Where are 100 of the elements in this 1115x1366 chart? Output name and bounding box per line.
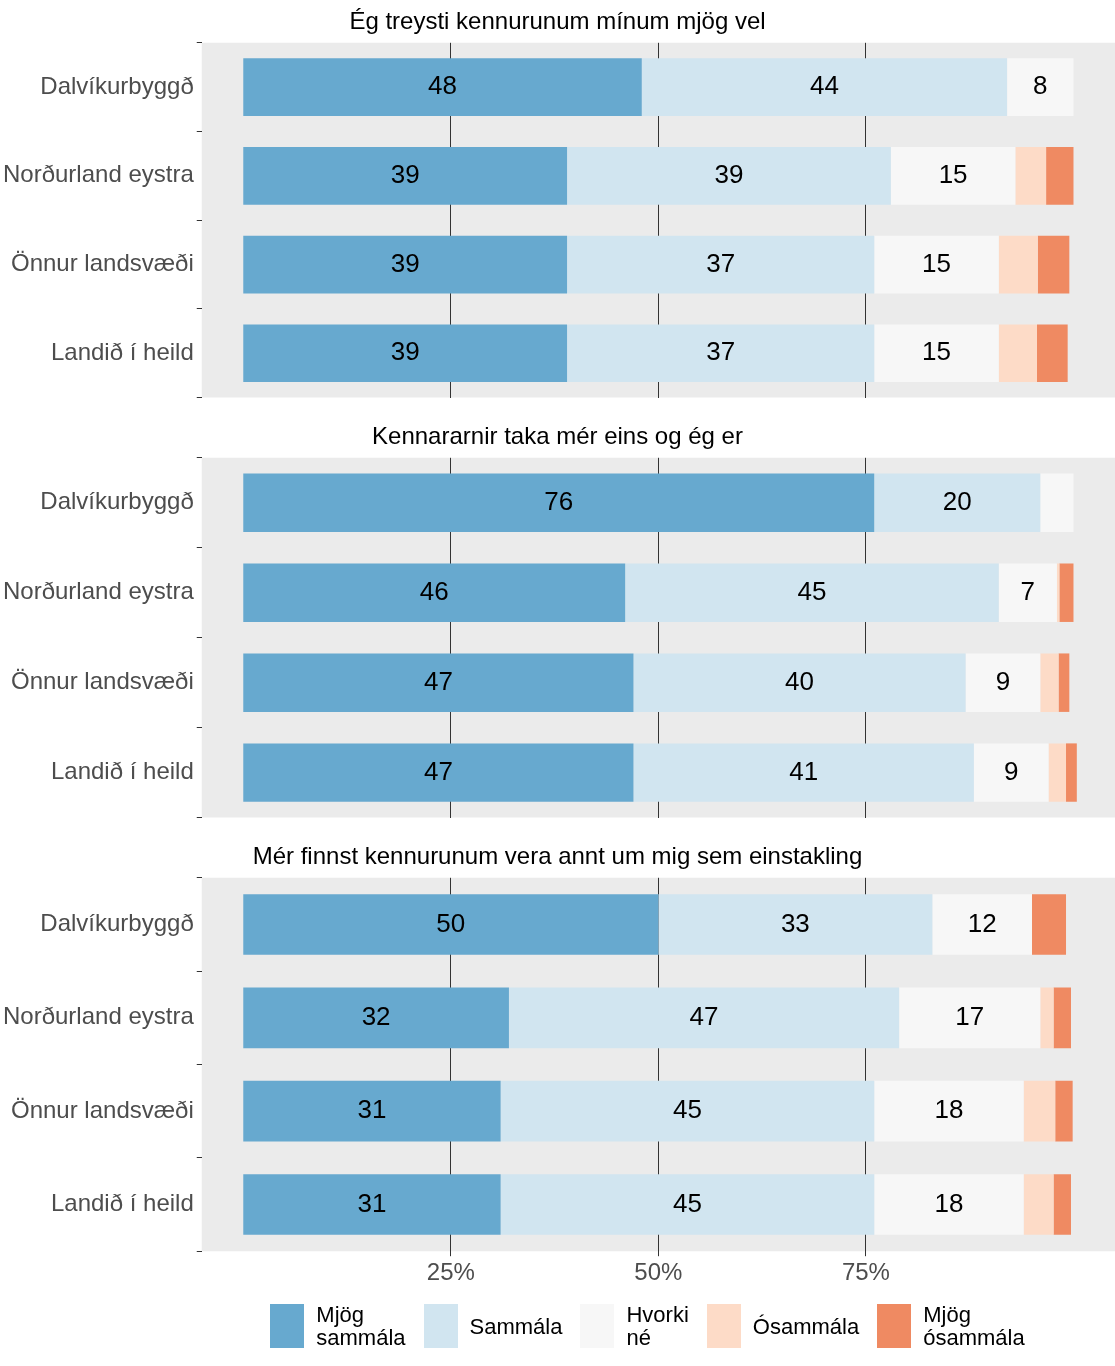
- bar: [243, 987, 509, 1049]
- bar: [243, 1174, 501, 1235]
- bar: [243, 58, 642, 116]
- data-label: 39: [390, 247, 420, 278]
- bar: [1066, 743, 1077, 802]
- data-label: 18: [934, 1187, 964, 1218]
- bar: [1007, 58, 1074, 116]
- bar: [567, 235, 875, 294]
- legend-label: Ósammála: [752, 1313, 860, 1339]
- data-label: 31: [357, 1187, 387, 1218]
- bar: [1040, 987, 1054, 1049]
- chart-title: Mér finnst kennurunum vera annt um mig sem einstakling: [252, 842, 863, 870]
- bar: [243, 894, 659, 955]
- y-tick-label: Önnur landsvæði: [10, 1095, 194, 1123]
- y-tick-label: Dalvíkurbyggð: [40, 487, 194, 515]
- bar: [633, 743, 974, 802]
- data-label: 18: [934, 1094, 964, 1125]
- data-label: 41: [789, 755, 819, 786]
- data-label: 7: [1020, 575, 1036, 606]
- data-label: 48: [428, 70, 457, 101]
- data-label: 9: [995, 665, 1011, 696]
- bar: [1023, 1080, 1056, 1142]
- data-label: 40: [785, 665, 814, 696]
- y-tick-label: Önnur landsvæði: [10, 667, 194, 695]
- data-label: 17: [955, 1001, 985, 1031]
- bar: [243, 563, 626, 622]
- bar: [1053, 987, 1071, 1049]
- data-label: 37: [706, 336, 736, 367]
- bar: [243, 743, 634, 802]
- bar: [932, 894, 1032, 955]
- bar: [899, 987, 1041, 1049]
- y-tick-label: Landið í heild: [50, 757, 194, 785]
- bar: [1040, 473, 1074, 533]
- data-label: 45: [672, 1187, 702, 1218]
- data-label: 47: [423, 755, 453, 786]
- bar: [658, 894, 933, 955]
- x-tick-label: 75%: [841, 1258, 890, 1286]
- bar: [567, 324, 875, 383]
- data-label: 15: [922, 247, 951, 278]
- data-label: 39: [390, 336, 420, 367]
- y-tick-label: Önnur landsvæði: [10, 249, 194, 277]
- bar: [1037, 235, 1070, 294]
- bar: [1023, 1174, 1054, 1235]
- x-tick-label: 50%: [634, 1258, 683, 1286]
- data-label: 39: [714, 159, 744, 190]
- bar: [998, 324, 1037, 383]
- data-label: 12: [967, 907, 997, 938]
- data-label: 15: [938, 159, 968, 190]
- data-label: 39: [390, 159, 420, 190]
- y-tick-label: Landið í heild: [50, 337, 194, 365]
- bar: [633, 653, 966, 712]
- data-label: 47: [423, 665, 453, 696]
- data-label: 46: [419, 575, 449, 606]
- bar: [965, 653, 1041, 712]
- bar: [508, 987, 900, 1049]
- data-label: 47: [689, 1001, 719, 1031]
- y-tick-label: Norðurland eystra: [2, 577, 195, 605]
- bar: [1058, 653, 1070, 712]
- data-label: 9: [1003, 755, 1019, 786]
- bar: [243, 324, 568, 383]
- bar: [1059, 563, 1074, 622]
- bar: [874, 324, 999, 383]
- bar: [243, 147, 568, 205]
- y-tick-label: Landið í heild: [50, 1189, 194, 1217]
- bar: [1036, 324, 1068, 383]
- y-tick-label: Dalvíkurbyggð: [40, 71, 194, 99]
- bar: [243, 473, 875, 533]
- bar: [874, 1080, 1024, 1142]
- data-label: 20: [942, 485, 972, 516]
- y-tick-label: Dalvíkurbyggð: [40, 909, 194, 937]
- bar: [1031, 894, 1067, 955]
- bar: [1015, 147, 1047, 205]
- bar: [998, 563, 1057, 622]
- legend-label: Sammála: [469, 1313, 563, 1339]
- bar: [243, 1080, 501, 1142]
- bar: [874, 235, 999, 294]
- chart-title: Ég treysti kennurunum mínum mjög vel: [349, 7, 766, 35]
- data-label: 31: [357, 1094, 387, 1125]
- bar: [243, 235, 568, 294]
- data-label: 32: [361, 1001, 391, 1031]
- bar: [890, 147, 1016, 205]
- data-label: 45: [672, 1094, 702, 1125]
- bar: [874, 473, 1041, 533]
- legend-label: Hvorki né: [626, 1302, 689, 1350]
- bar: [874, 1174, 1024, 1235]
- y-tick-label: Norðurland eystra: [2, 1002, 195, 1030]
- bar: [500, 1080, 875, 1142]
- data-label: 50: [436, 907, 466, 938]
- bar: [973, 743, 1049, 802]
- bar: [998, 235, 1038, 294]
- legend-label: Mjög sammála: [316, 1302, 406, 1350]
- y-tick-label: Norðurland eystra: [2, 160, 195, 188]
- data-label: 44: [809, 70, 839, 101]
- bar: [567, 147, 891, 205]
- legend-label: Mjög ósammála: [923, 1302, 1025, 1350]
- chart-title: Kennararnir taka mér eins og ég er: [372, 422, 743, 450]
- bar: [641, 58, 1008, 116]
- data-label: 76: [544, 485, 574, 516]
- data-label: 33: [780, 907, 810, 938]
- data-label: 8: [1033, 70, 1048, 101]
